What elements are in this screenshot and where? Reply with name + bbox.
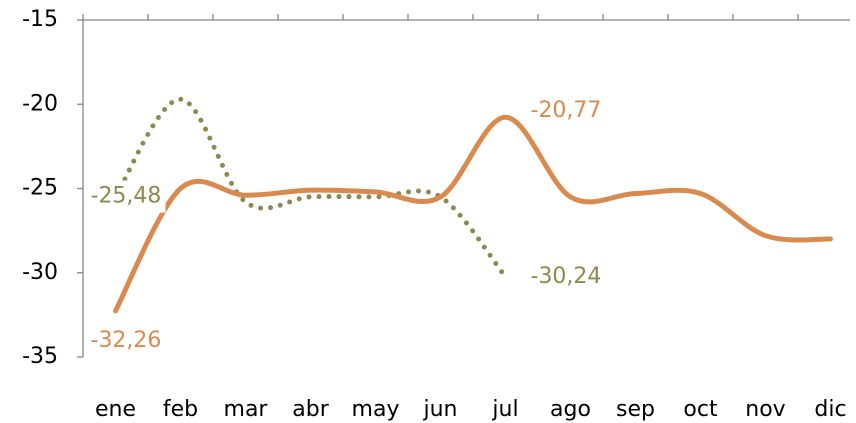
data-label: -20,77 — [531, 98, 602, 123]
x-tick-label: dic — [814, 397, 846, 422]
data-label: -25,48 — [91, 184, 162, 209]
x-tick-label: jun — [423, 397, 458, 422]
x-tick-label: jul — [491, 397, 518, 422]
series-line — [113, 114, 833, 314]
y-tick-label: -15 — [22, 7, 58, 32]
x-tick-label: mar — [224, 397, 269, 422]
x-tick-label: abr — [292, 397, 329, 422]
y-tick-label: -25 — [22, 176, 58, 201]
x-tick-label: ene — [95, 397, 136, 422]
label-background — [85, 180, 166, 213]
x-tick-label: ago — [550, 397, 591, 422]
x-tick-label: feb — [163, 397, 198, 422]
x-tick-label: oct — [683, 397, 718, 422]
y-tick-label: -35 — [22, 344, 58, 369]
x-tick-label: may — [352, 397, 400, 422]
data-label: -30,24 — [531, 264, 602, 289]
y-tick-label: -30 — [22, 260, 58, 285]
y-tick-label: -20 — [22, 91, 58, 116]
x-tick-label: sep — [616, 397, 655, 422]
x-tick-label: nov — [745, 397, 785, 422]
data-label: -32,26 — [91, 328, 162, 353]
